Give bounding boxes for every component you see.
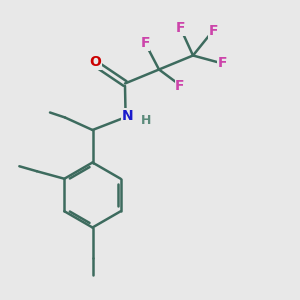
Text: F: F	[175, 79, 185, 92]
Text: H: H	[141, 113, 152, 127]
Text: F: F	[140, 37, 150, 50]
Text: N: N	[122, 109, 133, 123]
Text: F: F	[217, 56, 227, 70]
Text: O: O	[89, 55, 101, 69]
Text: F: F	[208, 25, 218, 38]
Text: F: F	[176, 21, 185, 35]
